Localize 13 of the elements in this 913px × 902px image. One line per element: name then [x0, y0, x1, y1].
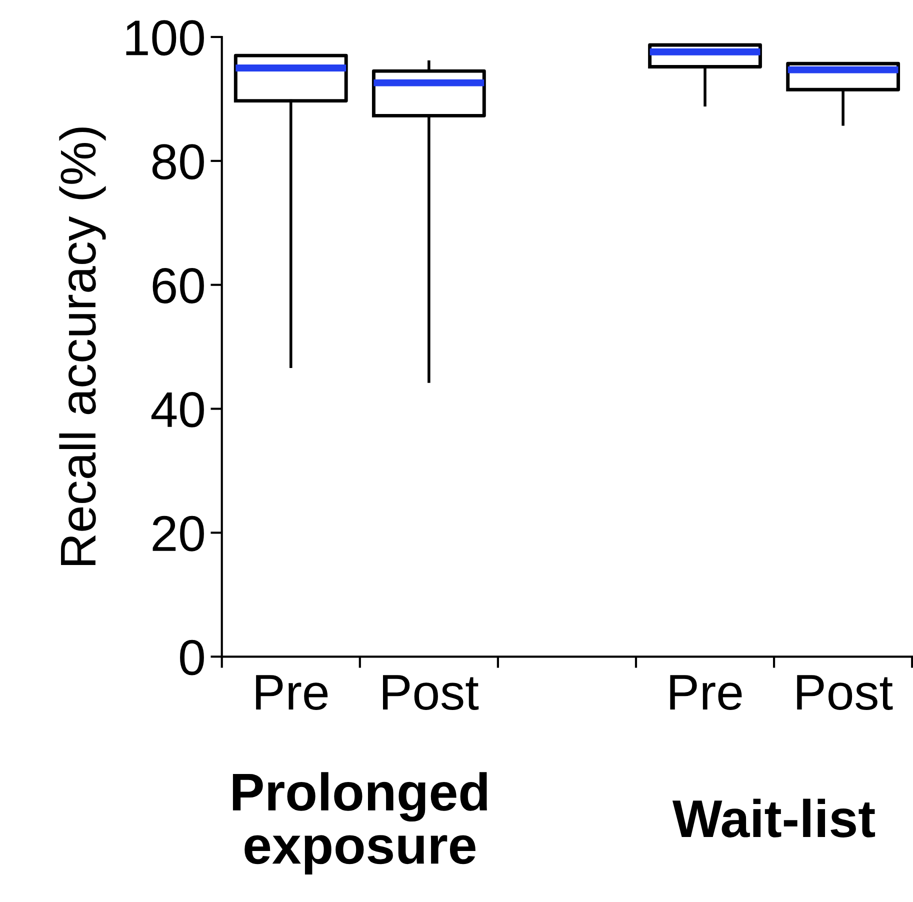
text: Wait-list: [672, 798, 876, 838]
x-tick-label: Pre: [256, 675, 328, 710]
y-axis-title: Recall accuracy (%): [59, 128, 106, 565]
text: Prolonged exposure: [232, 772, 487, 875]
x-tick-label: Post: [797, 675, 893, 710]
y-tick-label: 20: [152, 516, 204, 552]
y-tick-label: 80: [152, 144, 204, 180]
y-tick-label: 60: [152, 268, 204, 304]
y-tick-label: 100: [126, 20, 204, 56]
x-tick-label: Pre: [670, 675, 742, 710]
x-tick-label: Post: [383, 675, 479, 710]
y-tick-label: 40: [151, 392, 204, 428]
y-tick-label: 0: [180, 640, 204, 676]
